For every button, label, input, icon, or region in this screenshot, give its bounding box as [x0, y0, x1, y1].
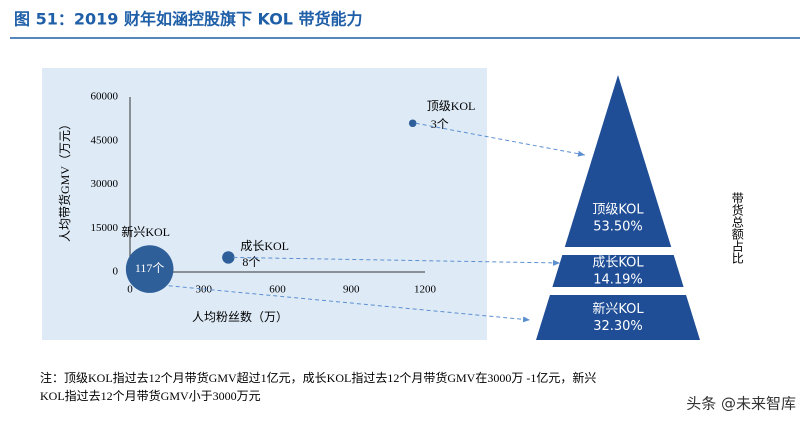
tier-value: 32.30% — [593, 319, 643, 334]
arrow — [168, 285, 531, 323]
bubble — [125, 245, 174, 293]
size-label: 8个 — [242, 255, 260, 269]
pyramid-tier — [564, 75, 672, 247]
note-line: KOL指过去12个月带货GMV小于3000万元 — [40, 388, 261, 403]
x-axis-label: 人均粉丝数（万） — [192, 309, 288, 324]
y-tick-label: 0 — [113, 266, 119, 278]
pyramid-tier — [536, 295, 700, 340]
x-tick-label: 1200 — [414, 284, 437, 296]
tier-label: 顶级KOL — [592, 203, 644, 218]
tier-label: 新兴KOL — [592, 301, 644, 317]
watermark: 头条 @未来智库 — [686, 395, 796, 413]
pyramid-tier — [552, 255, 684, 287]
header-title: 图 51：2019 财年如涵控股旗下 KOL 带货能力 — [14, 10, 363, 29]
note-line: 注：顶级KOL指过去12个月带货GMV超过1亿元，成长KOL指过去12个月带货G… — [40, 370, 596, 385]
y-tick-label: 30000 — [91, 178, 119, 190]
x-tick-label: 600 — [269, 284, 286, 296]
pyramid-title: 带货总额占比 — [730, 192, 744, 265]
chart-panel — [42, 68, 487, 340]
tier-value: 53.50% — [593, 220, 643, 235]
y-tick-label: 15000 — [91, 222, 119, 234]
arrow — [233, 256, 561, 266]
y-axis-label: 人均带货GMV（万元） — [57, 118, 72, 242]
size-label: 3个 — [431, 117, 449, 131]
size-label: 117个 — [135, 261, 165, 275]
point-label: 成长KOL — [240, 239, 289, 253]
y-tick-label: 45000 — [91, 134, 119, 146]
x-tick-label: 900 — [343, 284, 360, 296]
point-label: 新兴KOL — [121, 224, 170, 239]
x-tick-label: 0 — [127, 284, 133, 296]
y-tick-label: 60000 — [91, 91, 119, 103]
bubble — [222, 251, 235, 264]
arrow — [415, 122, 586, 157]
point-label: 顶级KOL — [427, 99, 476, 113]
tier-value: 14.19% — [593, 273, 643, 288]
bubble — [408, 119, 417, 128]
tier-label: 成长KOL — [592, 256, 644, 271]
